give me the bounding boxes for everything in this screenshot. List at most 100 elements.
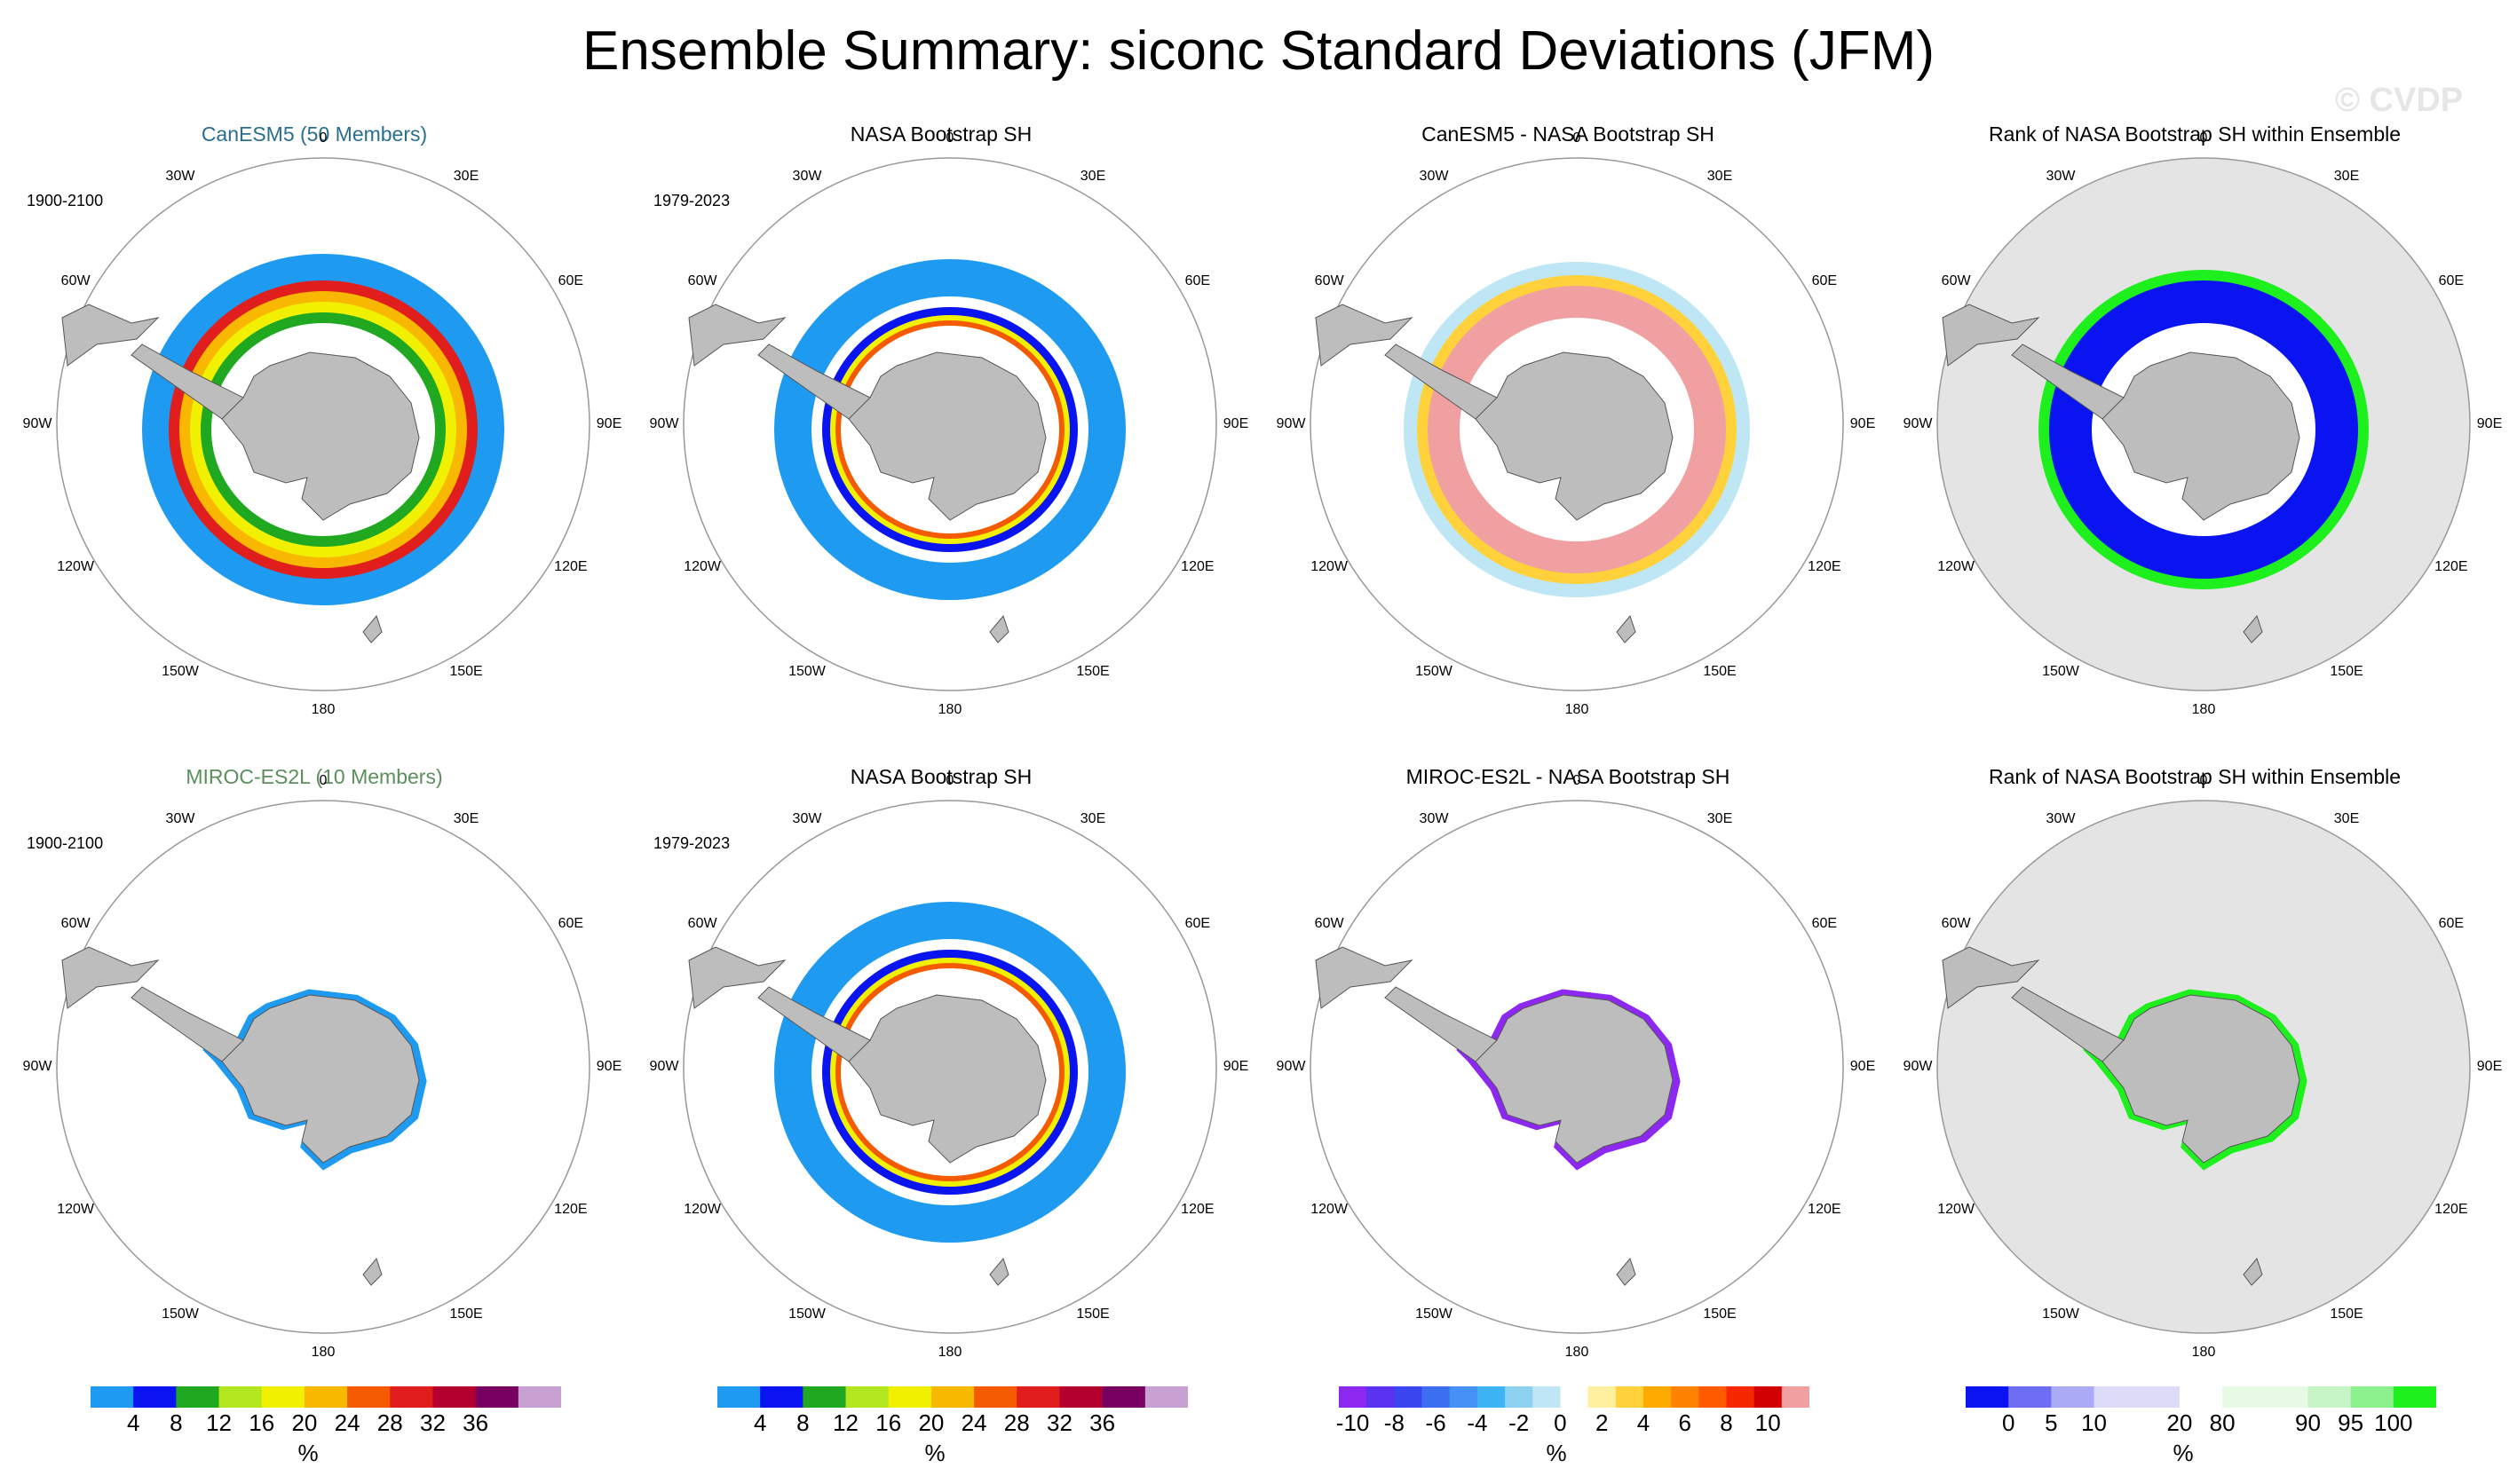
colorbar-tick-label: 28 xyxy=(376,1409,403,1436)
colorbar-tick-label: 12 xyxy=(833,1409,859,1436)
longitude-label: 150W xyxy=(788,663,826,679)
land-mass xyxy=(1942,304,2040,367)
longitude-label: 30E xyxy=(1706,169,1733,185)
longitude-label: 90E xyxy=(1849,1059,1876,1074)
land-mass xyxy=(362,1257,383,1286)
panel-title: NASA Bootstrap SH xyxy=(850,765,1033,788)
colorbar-tick-label: 20 xyxy=(918,1409,945,1436)
panel-title: MIROC-ES2L - NASA Bootstrap SH xyxy=(1405,765,1730,788)
longitude-label: 60E xyxy=(558,273,584,288)
figure-title: Ensemble Summary: siconc Standard Deviat… xyxy=(582,20,1935,82)
land-mass xyxy=(362,614,383,643)
longitude-label: 90W xyxy=(1276,416,1306,431)
longitude-label: 0 xyxy=(1572,130,1581,146)
colorbar-swatch xyxy=(304,1386,348,1408)
longitude-label: 150E xyxy=(1076,663,1110,679)
longitude-label: 0 xyxy=(946,130,954,146)
longitude-label: 150E xyxy=(1703,663,1737,679)
colorbar-swatch xyxy=(1615,1386,1644,1408)
colorbar-swatch xyxy=(133,1386,177,1408)
colorbar-swatch xyxy=(2051,1386,2095,1408)
longitude-label: 90E xyxy=(1223,416,1249,431)
colorbar-tick-label: 100 xyxy=(2374,1409,2413,1436)
panel-years: 1979-2023 xyxy=(653,834,731,852)
colorbar-tick-label: 6 xyxy=(1678,1409,1691,1436)
longitude-label: 30E xyxy=(1080,169,1106,185)
colorbar-swatch xyxy=(717,1386,761,1408)
colorbar-swatch xyxy=(2265,1386,2308,1408)
colorbar-swatch xyxy=(1017,1386,1060,1408)
colorbar-swatch xyxy=(1671,1386,1699,1408)
colorbar-tick-label: 10 xyxy=(2081,1409,2107,1436)
longitude-label: 120E xyxy=(2434,559,2468,574)
colorbar-tick-label: 5 xyxy=(2045,1409,2058,1436)
colorbar-swatch xyxy=(2307,1386,2352,1408)
longitude-label: 90W xyxy=(1903,1059,1933,1074)
longitude-label: 90W xyxy=(649,416,679,431)
longitude-label: 120W xyxy=(1310,559,1349,574)
longitude-label: 90W xyxy=(1903,416,1933,431)
panel-title: MIROC-ES2L (10 Members) xyxy=(186,765,443,788)
longitude-label: 60E xyxy=(558,916,584,931)
land-mass xyxy=(989,614,1009,643)
colorbar-swatch xyxy=(176,1386,220,1408)
longitude-label: 150W xyxy=(162,1306,199,1322)
colorbar-tick-label: 8 xyxy=(796,1409,810,1436)
longitude-label: 60E xyxy=(1184,273,1211,288)
colorbar: 4 8 12 16 20 24 28 32 36% xyxy=(717,1386,1197,1484)
colorbar-tick-label: 16 xyxy=(249,1409,275,1436)
colorbar-tick-label: 36 xyxy=(463,1409,489,1436)
colorbar-swatch xyxy=(91,1386,134,1408)
longitude-label: 180 xyxy=(311,1345,336,1360)
polar-map xyxy=(56,157,590,691)
colorbar-tick-label: 10 xyxy=(1754,1409,1781,1436)
land-mass xyxy=(61,304,160,367)
colorbar-swatch xyxy=(1366,1386,1395,1408)
colorbar-tick-label: 28 xyxy=(1003,1409,1030,1436)
longitude-label: 0 xyxy=(2199,773,2208,788)
longitude-label: 120E xyxy=(2434,1202,2468,1217)
colorbar-unit: % xyxy=(1546,1440,1567,1466)
longitude-label: 180 xyxy=(1564,1345,1589,1360)
longitude-label: 60W xyxy=(687,273,717,288)
longitude-label: 180 xyxy=(938,702,962,717)
colorbar-tick-label: 0 xyxy=(2001,1409,2015,1436)
longitude-label: 150E xyxy=(2330,663,2363,679)
longitude-label: 30W xyxy=(2046,169,2076,185)
map-panel: MIROC-ES2L - NASA Bootstrap SH 0 30E 60E 90E… xyxy=(1254,765,1882,1404)
land-mass xyxy=(989,1257,1009,1286)
longitude-label: 120W xyxy=(57,1202,95,1217)
longitude-label: 30W xyxy=(792,169,822,185)
longitude-label: 120E xyxy=(554,559,588,574)
land-mass xyxy=(2011,343,2125,420)
map-panel: CanESM5 - NASA Bootstrap SH 0 30E 60E 90E 120… xyxy=(1254,122,1882,762)
longitude-label: 0 xyxy=(946,773,954,788)
map-panel: Rank of NASA Bootstrap SH within Ensembl… xyxy=(1880,122,2509,762)
longitude-label: 60E xyxy=(1811,273,1838,288)
colorbar: -10 -8 -6 -4 -2 0 2 4 6 8 10% xyxy=(1336,1386,1818,1484)
panel-title: CanESM5 (50 Members) xyxy=(201,122,428,146)
land-mass xyxy=(2243,1257,2263,1286)
land-mass xyxy=(1616,614,1636,643)
polar-map xyxy=(683,800,1217,1334)
colorbar-swatch xyxy=(1698,1386,1727,1408)
longitude-label: 150W xyxy=(788,1306,826,1322)
colorbar-swatch xyxy=(2179,1386,2223,1408)
land-mass xyxy=(688,304,787,367)
colorbar-swatch xyxy=(1144,1386,1188,1408)
longitude-label: 120E xyxy=(1181,1202,1215,1217)
colorbar-unit: % xyxy=(297,1440,319,1466)
colorbar-tick-label: 20 xyxy=(291,1409,318,1436)
colorbar-tick-label: 8 xyxy=(1720,1409,1733,1436)
colorbar-tick-label: 4 xyxy=(753,1409,767,1436)
colorbar-swatch xyxy=(1587,1386,1617,1408)
land-mass xyxy=(131,986,244,1062)
longitude-label: 150W xyxy=(2042,1306,2079,1322)
colorbar-swatch xyxy=(1532,1386,1561,1408)
longitude-label: 120W xyxy=(684,1202,722,1217)
longitude-label: 30W xyxy=(1419,811,1449,827)
longitude-label: 150E xyxy=(1076,1306,1110,1322)
colorbar-swatch xyxy=(1966,1386,2009,1408)
land-mass xyxy=(61,946,160,1009)
colorbar-tick-label: 0 xyxy=(1554,1409,1567,1436)
